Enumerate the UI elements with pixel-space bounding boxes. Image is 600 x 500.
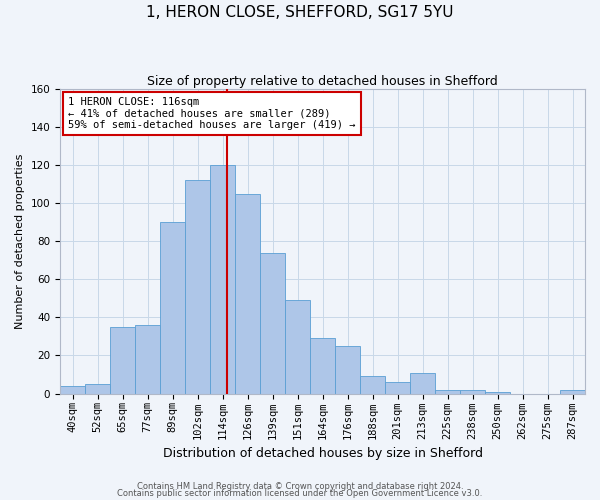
Title: Size of property relative to detached houses in Shefford: Size of property relative to detached ho… <box>147 75 498 88</box>
Text: 1, HERON CLOSE, SHEFFORD, SG17 5YU: 1, HERON CLOSE, SHEFFORD, SG17 5YU <box>146 5 454 20</box>
Bar <box>435 390 460 394</box>
Bar <box>485 392 510 394</box>
Bar <box>360 376 385 394</box>
Bar <box>560 390 585 394</box>
Bar <box>110 327 135 394</box>
Bar <box>60 386 85 394</box>
Text: Contains HM Land Registry data © Crown copyright and database right 2024.: Contains HM Land Registry data © Crown c… <box>137 482 463 491</box>
Bar <box>160 222 185 394</box>
Bar <box>335 346 360 394</box>
X-axis label: Distribution of detached houses by size in Shefford: Distribution of detached houses by size … <box>163 447 482 460</box>
Bar <box>210 166 235 394</box>
Bar <box>85 384 110 394</box>
Y-axis label: Number of detached properties: Number of detached properties <box>15 154 25 329</box>
Bar <box>310 338 335 394</box>
Bar <box>135 325 160 394</box>
Bar <box>410 372 435 394</box>
Text: Contains public sector information licensed under the Open Government Licence v3: Contains public sector information licen… <box>118 489 482 498</box>
Bar <box>460 390 485 394</box>
Bar <box>235 194 260 394</box>
Bar <box>260 253 285 394</box>
Bar <box>185 180 210 394</box>
Bar <box>285 300 310 394</box>
Bar <box>385 382 410 394</box>
Text: 1 HERON CLOSE: 116sqm
← 41% of detached houses are smaller (289)
59% of semi-det: 1 HERON CLOSE: 116sqm ← 41% of detached … <box>68 97 355 130</box>
